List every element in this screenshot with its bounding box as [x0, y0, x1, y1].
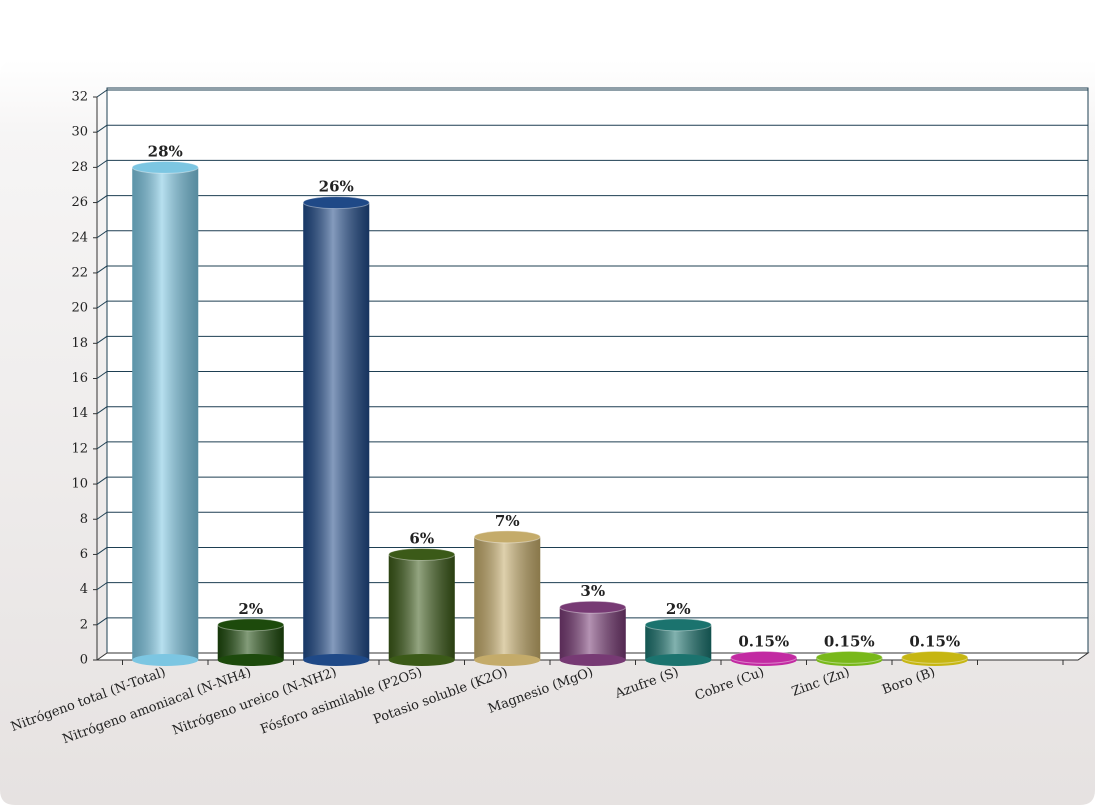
grid-line	[96, 124, 108, 133]
bar-top	[302, 196, 370, 210]
grid-line	[96, 617, 108, 626]
y-tick-label: 24	[71, 230, 88, 245]
bar-shine	[303, 202, 370, 660]
y-tick-label: 20	[71, 301, 88, 316]
bar-shine	[559, 607, 626, 660]
bar-top	[473, 530, 541, 544]
y-tick-label: 32	[71, 90, 88, 105]
y-tick-label: 10	[71, 477, 88, 492]
value-label: 2%	[666, 600, 691, 618]
y-tick-label: 30	[71, 125, 88, 140]
y-tick-label: 2	[80, 617, 88, 632]
grid-line	[96, 89, 108, 98]
y-tick-label: 0	[80, 653, 88, 668]
grid-line	[96, 335, 108, 344]
grid-line	[96, 476, 108, 485]
y-tick-label: 14	[71, 406, 88, 421]
value-label: 3%	[580, 582, 605, 600]
value-label: 2%	[238, 600, 263, 618]
y-tick-label: 6	[80, 547, 88, 562]
y-tick-label: 18	[71, 336, 88, 351]
bar-top	[388, 547, 456, 561]
grid-line	[96, 159, 108, 168]
y-tick-label: 12	[71, 441, 88, 456]
y-tick-label: 22	[71, 265, 88, 280]
value-label: 0.15%	[824, 632, 875, 650]
bar-bottom	[474, 654, 541, 666]
grid-line	[96, 582, 108, 591]
plot-back	[106, 87, 1089, 654]
grid-line	[96, 265, 108, 274]
grid-line	[96, 406, 108, 415]
grid-line	[96, 547, 108, 555]
value-label: 0.15%	[738, 632, 789, 650]
bar-top	[559, 600, 627, 614]
grid-line	[96, 371, 108, 379]
value-label: 26%	[319, 178, 354, 196]
bar-top	[730, 650, 798, 664]
bar-top	[131, 160, 199, 174]
grid-line	[96, 441, 108, 450]
bar-top	[815, 650, 883, 664]
bar-bottom	[303, 654, 370, 666]
value-label: 7%	[495, 512, 520, 530]
bar-shine	[132, 167, 199, 660]
bar-top	[901, 650, 969, 664]
y-tick-label: 26	[71, 195, 88, 210]
value-label: 28%	[148, 142, 183, 160]
y-tick-label: 28	[71, 160, 88, 175]
value-label: 0.15%	[909, 632, 960, 650]
y-tick-label: 16	[71, 371, 88, 386]
bar-bottom	[132, 654, 199, 666]
y-tick-label: 4	[80, 582, 88, 597]
grid-line	[96, 511, 108, 520]
grid-line	[96, 195, 108, 203]
bar-bottom	[217, 654, 284, 666]
bar-bottom	[388, 654, 455, 666]
grid-line	[96, 230, 108, 239]
bar-bottom	[645, 654, 712, 666]
bar-bottom	[559, 654, 626, 666]
grid-line	[96, 300, 108, 309]
bar-top	[644, 618, 712, 632]
bar-top	[217, 618, 285, 632]
bar-shine	[474, 536, 541, 660]
value-label: 6%	[409, 529, 434, 547]
bar-shine	[388, 554, 455, 660]
y-tick-label: 8	[80, 512, 88, 527]
